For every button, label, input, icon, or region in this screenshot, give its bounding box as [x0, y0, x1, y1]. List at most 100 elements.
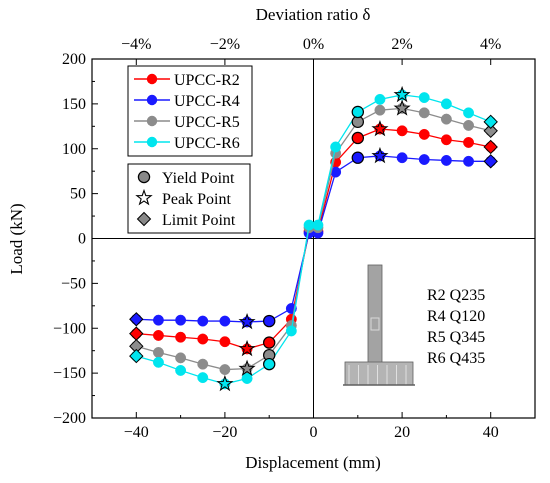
top-tick-label: −4%: [121, 36, 151, 53]
data-point-upcc-r4: [418, 154, 430, 165]
peak-point-upcc-r6: [216, 374, 234, 392]
data-point-upcc-r4: [197, 315, 209, 327]
data-point-upcc-r2: [175, 331, 187, 343]
peak-point-upcc-r4: [371, 146, 389, 164]
marker-legend-label: Limit Point: [162, 212, 236, 229]
top-tick-label: 2%: [391, 36, 412, 53]
legend-label: UPCC-R6: [174, 135, 240, 152]
data-point-upcc-r2: [197, 333, 209, 345]
peak-point-upcc-r2: [371, 119, 389, 137]
data-point-upcc-r5: [153, 347, 164, 358]
x-tick-label: 40: [483, 424, 499, 441]
limit-marker-icon: [136, 211, 152, 227]
specimen-annotation: R6 Q435: [427, 350, 485, 367]
peak-point-upcc-r4: [238, 312, 256, 330]
legend-label: UPCC-R5: [174, 114, 240, 131]
legend-label: UPCC-R4: [174, 93, 240, 110]
data-point-upcc-r4: [463, 155, 474, 167]
top-tick-label: 4%: [480, 36, 501, 53]
x-tick-label: −20: [212, 424, 237, 441]
data-point-upcc-r2: [463, 137, 474, 148]
data-point-upcc-r6: [285, 325, 297, 337]
yield-marker-icon: [137, 170, 151, 184]
peak-point-upcc-r5: [393, 99, 411, 116]
data-point-upcc-r5: [175, 352, 187, 364]
legend-marker: [146, 136, 158, 148]
y-tick-label: −150: [53, 365, 86, 382]
data-point-upcc-r6: [175, 364, 187, 376]
specimen-footing: [344, 361, 414, 386]
peak-point-upcc-r5: [238, 359, 256, 376]
data-point-upcc-r4: [219, 315, 231, 327]
data-point-upcc-r4: [440, 154, 452, 166]
data-point-upcc-r5: [197, 358, 209, 370]
specimen-annotation: R2 Q235: [427, 287, 485, 304]
data-point-upcc-r6: [418, 92, 430, 104]
y-tick-label: 100: [62, 141, 86, 158]
data-point-upcc-r6: [374, 93, 386, 105]
specimen-inset: R2 Q235 R4 Q120 R5 Q345 R6 Q435: [343, 264, 485, 386]
legend-marker: [146, 115, 158, 127]
legend-marker: [146, 94, 158, 106]
data-point-upcc-r6: [153, 356, 164, 368]
y-tick-label: −50: [61, 275, 86, 292]
yield-point-upcc-r4: [263, 314, 276, 328]
limit-point-upcc-r6: [129, 348, 144, 364]
yield-point-upcc-r2: [351, 131, 364, 145]
limit-point-upcc-r4: [483, 154, 498, 169]
limit-point-upcc-r2: [129, 326, 144, 341]
yield-point-upcc-r6: [263, 357, 276, 371]
top-tick-label: 0%: [303, 36, 324, 53]
limit-point-upcc-r4: [129, 312, 144, 327]
data-point-upcc-r4: [396, 152, 408, 164]
data-point-upcc-r2: [396, 125, 408, 137]
x-tick-label: 20: [394, 424, 410, 441]
marker-legend-label: Peak Point: [162, 191, 231, 208]
x-axis-label: Displacement (mm): [245, 453, 381, 472]
data-point-upcc-r6: [241, 373, 253, 384]
peak-marker-icon: [135, 188, 153, 206]
data-point-upcc-r6: [330, 141, 342, 153]
key-points-group: [129, 85, 498, 392]
data-point-upcc-r5: [219, 364, 231, 375]
yield-point-upcc-r4: [351, 151, 364, 164]
yield-point-upcc-r6: [351, 105, 364, 119]
legend-group: UPCC-R2 UPCC-R4 UPCC-R5 UPCC-R6 Yield Point P…: [127, 65, 253, 234]
x-tick-label: 0: [310, 424, 318, 441]
data-point-upcc-r6: [312, 219, 324, 231]
top-tick-label: −2%: [210, 36, 240, 53]
data-point-upcc-r6: [463, 107, 474, 119]
data-point-upcc-r5: [440, 113, 452, 125]
marker-legend-label: Yield Point: [162, 170, 235, 187]
data-point-upcc-r2: [418, 128, 430, 140]
specimen-joint: [370, 317, 380, 331]
specimen-annotation: R4 Q120: [427, 308, 485, 325]
y-tick-label: −200: [53, 410, 86, 427]
data-point-upcc-r4: [153, 314, 164, 326]
peak-point-upcc-r2: [238, 339, 256, 357]
data-point-upcc-r5: [463, 119, 474, 131]
y-tick-label: 0: [78, 231, 86, 248]
y-tick-label: 200: [62, 51, 86, 68]
data-point-upcc-r2: [219, 336, 231, 348]
peak-point-upcc-r6: [393, 85, 411, 103]
y-tick-label: 150: [62, 96, 86, 113]
limit-point-upcc-r5: [483, 123, 498, 139]
yield-point-upcc-r2: [263, 336, 276, 349]
legend-label: UPCC-R2: [174, 72, 240, 89]
y-axis-label: Load (kN): [7, 203, 26, 274]
data-point-upcc-r6: [440, 98, 452, 110]
x-tick-label: −40: [124, 424, 149, 441]
limit-point-upcc-r6: [483, 114, 498, 130]
data-point-upcc-r2: [440, 134, 452, 146]
axes-group: −40 −20 0 20 40−200−150−100−50050100150200−4…: [53, 36, 536, 441]
data-point-upcc-r5: [374, 104, 386, 116]
specimen-annotation: R5 Q345: [427, 329, 485, 346]
data-point-upcc-r5: [418, 107, 430, 119]
data-point-upcc-r2: [153, 329, 164, 341]
y-tick-label: −100: [53, 320, 86, 337]
data-point-upcc-r6: [197, 372, 209, 384]
top-axis-label: Deviation ratio δ: [256, 5, 371, 24]
